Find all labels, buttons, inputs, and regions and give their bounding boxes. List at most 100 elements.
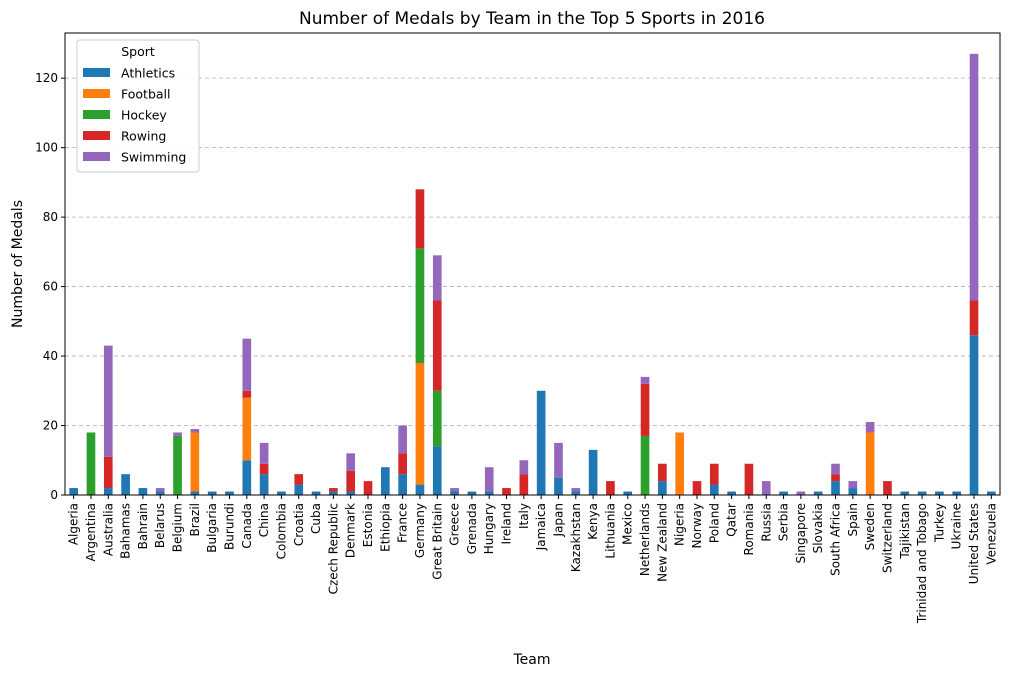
x-tick-label: Germany — [413, 503, 427, 558]
x-tick-label: Cuba — [309, 503, 323, 534]
bar-athletics-turkey — [935, 491, 944, 495]
bar-rowing-norway — [692, 481, 702, 495]
bar-rowing-poland — [709, 463, 719, 485]
bar-hockey-netherlands — [640, 435, 650, 495]
bar-football-canada — [242, 397, 252, 461]
bar-athletics-burundi — [225, 491, 234, 495]
bars — [69, 53, 996, 495]
bar-swimming-russia — [761, 481, 771, 495]
bar-swimming-great-britain — [432, 255, 442, 301]
x-tick-label: Spain — [846, 503, 860, 537]
x-tick-label: Sweden — [863, 503, 877, 550]
x-tick-label: Estonia — [361, 503, 375, 547]
x-tick-label: China — [257, 503, 271, 537]
legend-label-rowing: Rowing — [121, 129, 166, 144]
y-axis-label: Number of Medals — [10, 200, 26, 328]
bar-rowing-australia — [103, 456, 113, 489]
legend-entries: Athletics Football Hockey Rowing Swimming — [83, 66, 186, 165]
y-tick-label: 100 — [35, 141, 58, 155]
bar-athletics-brazil — [190, 491, 200, 495]
bar-swimming-hungary — [484, 467, 494, 492]
bar-athletics-hungary — [484, 491, 494, 495]
bar-athletics-venezuela — [987, 491, 996, 495]
bar-athletics-tajikistan — [900, 491, 910, 495]
bar-rowing-italy — [519, 474, 529, 495]
legend: Sport Athletics Football Hockey Rowing Swimm… — [76, 39, 200, 173]
bar-swimming-kazakhstan — [571, 488, 581, 492]
bar-athletics-spain — [848, 488, 858, 495]
x-tick-label: Great Britain — [430, 503, 444, 580]
bar-swimming-france — [398, 425, 407, 454]
bar-athletics-denmark — [346, 491, 356, 495]
bar-rowing-china — [259, 463, 269, 475]
legend-title: Sport — [121, 44, 155, 59]
x-tick-label: Turkey — [932, 503, 946, 543]
bar-swimming-belarus — [155, 488, 165, 492]
x-tick-label: Romania — [742, 503, 756, 555]
legend-label-football: Football — [121, 87, 170, 102]
bar-athletics-ukraine — [952, 491, 962, 495]
bar-hockey-argentina — [86, 432, 96, 495]
x-tick-label: Tajikistan — [898, 503, 912, 560]
bar-rowing-united-states — [969, 300, 979, 336]
bar-athletics-slovakia — [813, 491, 823, 495]
legend-swatch-swimming — [83, 152, 110, 161]
bar-football-brazil — [190, 432, 200, 492]
x-tick-label: Italy — [517, 503, 531, 529]
x-tick-label: Switzerland — [880, 503, 894, 573]
x-tick-label: Brazil — [188, 503, 202, 537]
bar-rowing-estonia — [363, 481, 373, 495]
y-tick-label: 20 — [43, 419, 58, 433]
bar-athletics-grenada — [467, 491, 477, 495]
bar-athletics-kenya — [588, 449, 598, 495]
x-tick-label: Lithuania — [603, 503, 617, 559]
x-tick-label: Hungary — [482, 503, 496, 554]
x-tick-label: Japan — [551, 503, 565, 537]
bar-swimming-denmark — [346, 453, 356, 471]
x-tick-label: Serbia — [777, 503, 791, 541]
x-tick-label: Venezuela — [984, 503, 998, 565]
gridlines — [65, 77, 1000, 426]
x-tick-label: Singapore — [794, 503, 808, 564]
x-tick-label: Qatar — [725, 503, 739, 537]
x-tick-label: Czech Republic — [326, 503, 340, 594]
chart-title: Number of Medals by Team in the Top 5 Sp… — [299, 9, 765, 29]
bar-athletics-croatia — [294, 484, 304, 495]
y-tick-label: 40 — [43, 349, 58, 363]
x-tick-label: Algeria — [67, 503, 81, 545]
legend-swatch-hockey — [83, 110, 110, 119]
x-tick-label: Belgium — [171, 503, 185, 552]
bar-athletics-kazakhstan — [571, 491, 581, 495]
x-tick-label: Burundi — [222, 503, 236, 550]
bar-athletics-qatar — [727, 491, 736, 495]
x-tick-label: France — [396, 503, 410, 543]
bar-rowing-south-africa — [831, 474, 840, 482]
x-tick-label: Kenya — [586, 503, 600, 540]
bar-rowing-ireland — [502, 488, 511, 495]
legend-swatch-football — [83, 89, 110, 98]
bar-athletics-united-states — [969, 335, 979, 495]
bar-rowing-new-zealand — [658, 463, 667, 482]
bar-athletics-poland — [709, 484, 719, 495]
x-tick-label: Poland — [707, 503, 721, 543]
bar-hockey-germany — [415, 248, 425, 363]
legend-swatch-rowing — [83, 131, 110, 140]
bar-athletics-cuba — [311, 491, 321, 495]
bar-swimming-spain — [848, 481, 858, 489]
bar-swimming-sweden — [865, 422, 875, 433]
bar-rowing-france — [398, 453, 407, 475]
x-tick-label: Grenada — [465, 503, 479, 554]
bar-athletics-trinidad-and-tobago — [917, 491, 927, 495]
y-tick-label: 80 — [43, 210, 58, 224]
legend-label-hockey: Hockey — [121, 108, 167, 123]
x-tick-label: Kazakhstan — [569, 503, 583, 572]
x-tick-label: Ireland — [500, 503, 514, 545]
bar-rowing-romania — [744, 463, 754, 495]
bar-athletics-great-britain — [432, 446, 442, 495]
bar-athletics-algeria — [69, 488, 78, 495]
x-tick-label: Netherlands — [638, 503, 652, 576]
bar-swimming-japan — [554, 442, 563, 478]
y-tick-label: 60 — [43, 280, 58, 294]
legend-label-swimming: Swimming — [121, 150, 186, 165]
x-tick-label: Nigeria — [673, 503, 687, 546]
